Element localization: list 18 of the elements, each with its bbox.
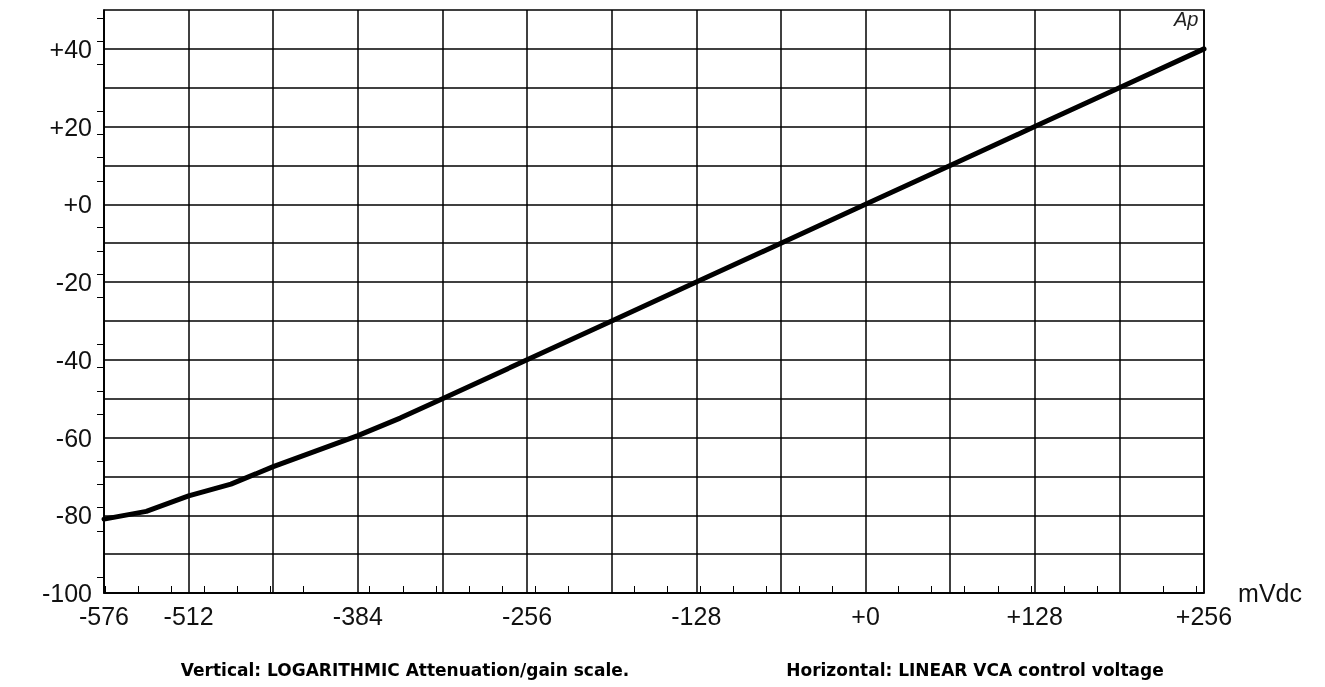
text: Vertical: LOGARITHMIC Attenuation/gain scale. (180, 660, 630, 680)
y-tick-label: +0 (63, 190, 92, 219)
annotation: Ap (1173, 7, 1199, 30)
x-axis-title: mVdc (1238, 579, 1302, 607)
y-tick-label: -20 (55, 268, 92, 297)
x-tick-label: +128 (1006, 601, 1063, 630)
y-tick-label: -80 (55, 501, 92, 530)
y-tick-label: +40 (49, 34, 92, 63)
y-tick-label: +20 (49, 112, 92, 141)
y-tick-label: -40 (55, 345, 92, 374)
x-tick-label: +0 (851, 601, 880, 630)
x-tick-label: -384 (332, 601, 383, 630)
text: Horizontal: LINEAR VCA control voltage (786, 660, 1164, 680)
y-tick-label: -60 (55, 423, 92, 452)
x-tick-label: -256 (502, 601, 553, 630)
x-tick-label: -512 (163, 601, 214, 630)
x-tick-label: +256 (1175, 601, 1233, 630)
x-tick-label: -128 (671, 601, 722, 630)
